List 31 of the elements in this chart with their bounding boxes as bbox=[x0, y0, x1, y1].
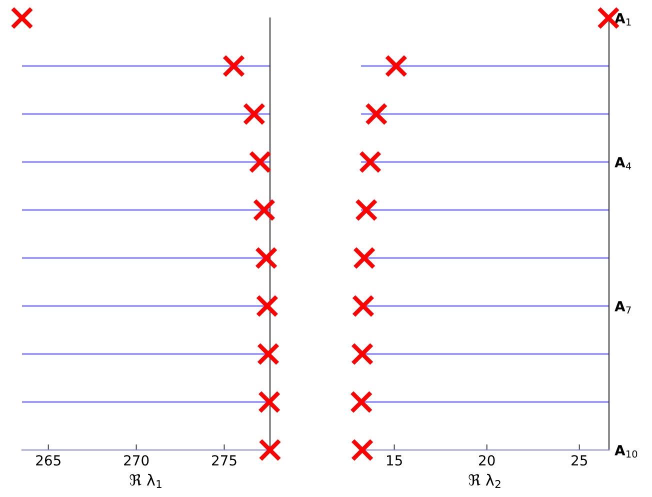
point bbox=[222, 54, 246, 78]
point bbox=[10, 6, 34, 30]
point bbox=[350, 438, 374, 462]
point bbox=[258, 390, 281, 414]
point bbox=[352, 246, 376, 270]
point bbox=[258, 438, 282, 462]
point bbox=[242, 102, 266, 126]
x-axis-title: ℜ λ$_{1}$ bbox=[130, 474, 162, 488]
x-tick-label: 275 bbox=[212, 455, 236, 466]
x-axis-title: ℜ λ$_{2}$ bbox=[468, 474, 500, 488]
y-tick-label: A$_{4}$ bbox=[614, 157, 632, 170]
y-tick-label: A$_{10}$ bbox=[614, 445, 638, 458]
point bbox=[350, 342, 374, 366]
x-tick-label: 270 bbox=[124, 455, 149, 466]
x-tick-label: 20 bbox=[479, 455, 495, 466]
x-tick-label: 25 bbox=[572, 455, 588, 466]
point bbox=[252, 198, 276, 222]
x-tick-label: 15 bbox=[387, 455, 402, 466]
point bbox=[352, 294, 375, 318]
y-tick-label: A$_{7}$ bbox=[614, 301, 631, 314]
y-tick-label: A$_{1}$ bbox=[614, 13, 631, 26]
point bbox=[256, 294, 279, 318]
point bbox=[256, 342, 280, 366]
point bbox=[254, 246, 278, 270]
point bbox=[248, 150, 272, 174]
x-tick-label: 265 bbox=[36, 455, 60, 466]
point bbox=[358, 150, 382, 174]
point bbox=[350, 390, 373, 414]
point bbox=[364, 102, 388, 126]
point bbox=[384, 54, 408, 78]
point bbox=[354, 198, 378, 222]
